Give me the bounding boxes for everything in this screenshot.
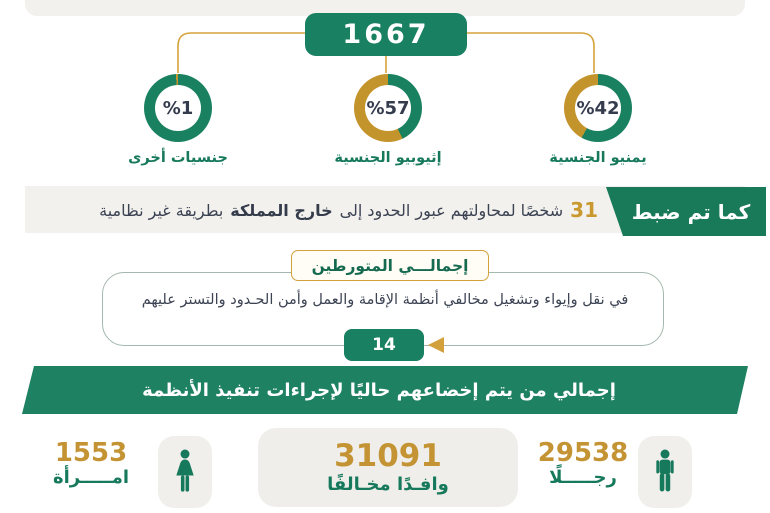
men-total-group: 29538 رجـــــلًا xyxy=(528,438,638,489)
connector-lines xyxy=(177,32,595,73)
donut-yemeni-pct: %42 xyxy=(576,97,620,119)
enforcement-title-band: إجمالي من يتم إخضاعهم حاليًا لإجراءات تن… xyxy=(10,366,748,414)
involved-title-badge: إجمالـــي المتورطين xyxy=(291,250,489,281)
woman-icon-card xyxy=(158,436,212,508)
capture-statement: 31 شخصًا لمحاولتهم عبور الحدود إلى خارج … xyxy=(40,190,598,230)
total-attempts-value: 1667 xyxy=(342,19,430,50)
capture-flag-text: كما تم ضبط xyxy=(631,199,751,224)
involved-title-text: إجمالـــي المتورطين xyxy=(311,256,469,275)
capture-count: 31 xyxy=(570,198,598,222)
donut-yemeni: %42 xyxy=(564,74,632,142)
donut-other-pct: %1 xyxy=(162,97,194,119)
donut-ethiopian: %57 xyxy=(354,74,422,142)
women-total-value: 1553 xyxy=(54,438,128,468)
woman-icon xyxy=(176,449,194,492)
men-total-value: 29538 xyxy=(537,438,629,468)
capture-text-2: بطريقة غير نظامية xyxy=(99,200,224,220)
women-total-group: 1553 امـــــرأة xyxy=(35,438,147,489)
arrow-left-icon xyxy=(428,337,444,353)
involved-count-value: 14 xyxy=(372,335,396,355)
donut-ethiopian-pct: %57 xyxy=(366,97,410,119)
overall-total-label: وافـدًا مخـالفًا xyxy=(327,473,449,495)
overall-total-panel: 31091 وافـدًا مخـالفًا xyxy=(258,428,518,507)
women-total-label: امـــــرأة xyxy=(52,467,130,489)
capture-flag: كما تم ضبط xyxy=(606,187,766,236)
donut-yemeni-label: يمنيو الجنسية xyxy=(549,150,647,166)
overall-total-value: 31091 xyxy=(334,438,442,475)
enforcement-title-text: إجمالي من يتم إخضاعهم حاليًا لإجراءات تن… xyxy=(142,379,616,401)
capture-text-1: شخصًا لمحاولتهم عبور الحدود إلى xyxy=(339,200,564,220)
total-attempts-badge: 1667 xyxy=(305,13,467,56)
donut-other-label: جنسيات أخرى xyxy=(128,150,228,166)
men-total-label: رجـــــلًا xyxy=(549,467,617,489)
involved-description: في نقل وإيواء وتشغيل مخالفي أنظمة الإقام… xyxy=(141,292,629,308)
donut-ethiopian-label: إثيوبيو الجنسية xyxy=(334,150,442,166)
capture-text-bold: خارج المملكة xyxy=(230,200,333,220)
donut-other: %1 xyxy=(144,74,212,142)
previous-section-edge xyxy=(25,0,745,16)
man-icon-card xyxy=(638,436,692,508)
man-icon xyxy=(656,449,674,492)
involved-count-badge: 14 xyxy=(344,329,424,361)
